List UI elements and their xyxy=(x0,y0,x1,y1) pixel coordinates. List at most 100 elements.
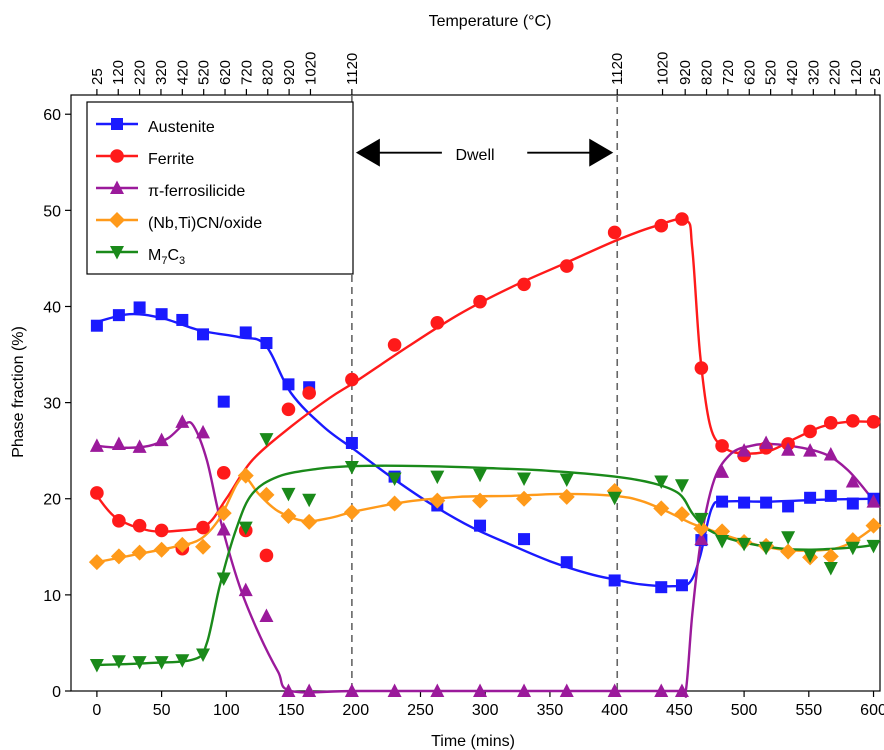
legend-marker-austenite xyxy=(111,118,123,130)
austenite-data-point xyxy=(239,326,252,339)
ferrosilicide-data-point xyxy=(654,683,669,697)
ferrite-data-point xyxy=(517,277,531,292)
temperature-tick-label: 320 xyxy=(153,60,170,85)
ferrosilicide-data-point xyxy=(517,683,532,697)
m7c3-data-point xyxy=(694,512,709,527)
m7c3-data-point xyxy=(759,541,774,556)
x-tick-label: 150 xyxy=(278,702,305,719)
m7c3-data-point xyxy=(715,535,730,549)
ferrite-data-point xyxy=(345,372,359,387)
nb-ti-cn-oxide-data-point xyxy=(153,541,170,558)
ferrite-data-point xyxy=(473,294,487,309)
legend-m7c3-m: M xyxy=(148,247,161,264)
legend: Austenite Ferrite π-ferrosilicide (Nb,Ti… xyxy=(86,101,354,275)
m7c3-data-point xyxy=(154,656,169,670)
x-axis-ticks: 0 50 100 150 200 250 300 350 400 450 500 550 600 xyxy=(92,691,884,719)
temperature-tick-label: 1120 xyxy=(344,53,361,85)
temperature-tick-label: 520 xyxy=(763,60,780,85)
temperature-tick-label: 220 xyxy=(132,60,149,85)
x-tick-label: 50 xyxy=(153,702,171,719)
austenite-data-point xyxy=(716,495,729,508)
nb-ti-cn-oxide-data-point xyxy=(215,505,232,522)
ferrosilicide-data-point xyxy=(845,473,860,488)
nb-ti-cn-oxide-data-point xyxy=(429,492,446,509)
y-axis-title: Phase fraction (%) xyxy=(10,326,27,458)
ferrosilicide-data-point xyxy=(154,432,169,447)
ferrite-data-point xyxy=(694,361,709,375)
ferrosilicide-data-point xyxy=(216,522,231,536)
m7c3-data-point xyxy=(344,461,359,475)
x-tick-label: 300 xyxy=(472,702,499,719)
m7c3-data-point xyxy=(473,468,488,483)
legend-label-carbonitride: (Nb,Ti)CN/oxide xyxy=(148,215,262,232)
m7c3-data-point xyxy=(803,549,818,563)
ferrite-data-point xyxy=(259,548,274,563)
ferrite-data-point xyxy=(281,402,296,417)
x-tick-label: 200 xyxy=(342,702,369,719)
temperature-tick-label: 25 xyxy=(867,68,884,85)
dwell-label: Dwell xyxy=(455,147,494,164)
ferrite-data-point xyxy=(132,518,147,533)
m7c3-data-point xyxy=(302,493,317,508)
austenite-data-point xyxy=(608,574,621,587)
austenite-data-point xyxy=(560,556,573,569)
austenite-data-point xyxy=(282,378,295,391)
m7c3-data-point xyxy=(866,539,881,554)
m7c3-data-point xyxy=(259,433,274,447)
temperature-tick-label: 1120 xyxy=(609,53,626,85)
ferrosilicide-data-point xyxy=(737,443,752,457)
temperature-tick-label: 220 xyxy=(827,60,844,85)
ferrite-data-point xyxy=(154,523,169,538)
nb-ti-cn-oxide-data-point xyxy=(386,495,403,512)
x-tick-label: 550 xyxy=(795,702,822,719)
m7c3-data-point xyxy=(654,475,669,489)
ferrosilicide-data-point xyxy=(781,442,796,456)
m7c3-data-point xyxy=(674,479,689,493)
ferrite-data-point xyxy=(675,212,689,226)
y-tick-label: 10 xyxy=(43,588,61,605)
legend-marker-m7c3 xyxy=(110,246,124,260)
ferrosilicide-data-point xyxy=(132,439,147,453)
ferrosilicide-data-point xyxy=(866,494,881,508)
dwell-arrowhead-left xyxy=(355,138,380,167)
austenite-data-point xyxy=(518,533,531,546)
austenite-fit-curve xyxy=(96,312,874,588)
temperature-tick-label: 820 xyxy=(699,60,716,85)
austenite-data-point xyxy=(133,301,146,314)
x-tick-label: 400 xyxy=(601,702,628,719)
y-tick-label: 60 xyxy=(43,107,61,124)
legend-swatches xyxy=(96,118,138,260)
ferrite-data-point xyxy=(866,415,881,429)
m7c3-fit-curve xyxy=(96,464,874,667)
legend-m7c3-sub1: 7 xyxy=(161,255,167,267)
ferrosilicide-data-point xyxy=(473,683,488,697)
m7c3-data-point xyxy=(387,472,402,487)
ferrosilicide-data-point xyxy=(302,683,317,697)
x-tick-label: 250 xyxy=(407,702,434,719)
austenite-data-point xyxy=(474,519,487,532)
austenite-data-point xyxy=(345,436,358,449)
nb-ti-cn-oxide-data-point xyxy=(174,536,191,553)
ferrosilicide-data-point xyxy=(281,683,296,697)
legend-label-m7c3: M7C3 xyxy=(148,247,185,267)
austenite-data-point xyxy=(197,328,210,341)
fit-curves xyxy=(95,217,875,698)
ferrite-data-point xyxy=(216,465,231,480)
ferrite-data-point xyxy=(715,439,729,453)
y-axis-ticks: 0 10 20 30 40 50 60 xyxy=(43,107,71,701)
austenite-data-point xyxy=(804,491,817,504)
austenite-data-point xyxy=(782,500,795,513)
temperature-tick-label: 1020 xyxy=(655,52,672,85)
nb-ti-cn-oxide-data-point xyxy=(110,548,127,565)
legend-label-austenite: Austenite xyxy=(148,119,215,136)
nb-ti-cn-oxide-data-point xyxy=(780,543,797,560)
x-tick-label: 100 xyxy=(213,702,240,719)
nb-ti-cn-oxide-data-point xyxy=(280,508,297,525)
y-tick-label: 40 xyxy=(43,299,61,316)
ferrite-data-point xyxy=(654,218,669,233)
x-axis-title: Time (mins) xyxy=(431,733,515,750)
temperature-axis-title: Temperature (°C) xyxy=(429,13,552,30)
temperature-tick-label: 620 xyxy=(741,60,758,85)
nb-ti-cn-oxide-data-point xyxy=(258,486,275,503)
